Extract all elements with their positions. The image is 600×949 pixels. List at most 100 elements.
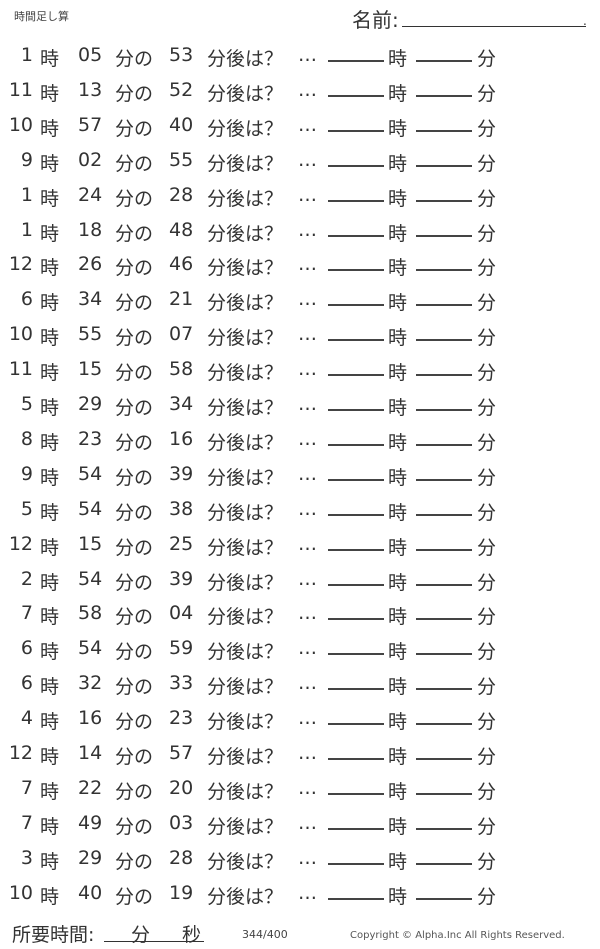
added-minutes: 39 (169, 567, 194, 590)
added-minutes: 03 (169, 811, 194, 834)
start-minute: 54 (78, 462, 103, 485)
added-minutes: 58 (169, 358, 194, 381)
start-minute: 15 (78, 532, 103, 555)
added-minutes: 16 (169, 427, 194, 450)
answer-minute-label: 分 (477, 815, 497, 838)
added-minutes: 34 (169, 393, 194, 415)
answer-hour-field[interactable] (328, 60, 384, 62)
minute-of-label: 分の (115, 571, 154, 594)
answer-minute-field[interactable] (416, 199, 472, 202)
answer-hour-field[interactable] (328, 583, 384, 586)
answer-minute-field[interactable] (416, 897, 472, 900)
start-minute: 14 (78, 742, 103, 764)
answer-hour-field[interactable] (328, 792, 384, 795)
answer-minute-field[interactable] (416, 827, 472, 830)
answer-hour-label: 時 (388, 780, 408, 803)
answer-minute-field[interactable] (416, 862, 472, 865)
answer-hour-field[interactable] (328, 234, 384, 237)
answer-minute-field[interactable] (416, 688, 472, 691)
answer-minute-field[interactable] (416, 409, 472, 411)
start-minute: 29 (78, 393, 103, 415)
answer-hour-label: 時 (388, 641, 408, 664)
problem-row: 7 時 22 分の 20 分後は？… 時分 (0, 777, 600, 807)
answer-minute-field[interactable] (416, 478, 472, 481)
answer-hour-field[interactable] (328, 199, 384, 202)
answer-minute-field[interactable] (416, 618, 472, 621)
answer-hour-field[interactable] (328, 548, 384, 551)
ellipsis: … (298, 637, 317, 660)
answer-hour-field[interactable] (328, 129, 384, 132)
minute-of-label: 分の (115, 466, 154, 489)
after-label: 分後は？ (207, 82, 284, 105)
answer-minute-field[interactable] (416, 60, 472, 62)
after-label: 分後は？ (207, 431, 284, 454)
start-hour: 7 (20, 602, 33, 625)
answer-hour-field[interactable] (328, 164, 384, 167)
answer-minute-field[interactable] (416, 374, 472, 377)
hour-label: 時 (40, 571, 60, 594)
minute-of-label: 分の (115, 780, 154, 803)
minute-of-label: 分の (115, 362, 154, 385)
ellipsis: … (298, 44, 317, 66)
answer-hour-field[interactable] (328, 688, 384, 691)
problem-row: 7 時 58 分の 04 分後は？… 時分 (0, 602, 600, 632)
answer-minute-field[interactable] (416, 269, 472, 272)
answer-minute-field[interactable] (416, 583, 472, 586)
answer-minute-field[interactable] (416, 548, 472, 551)
name-field[interactable] (402, 26, 586, 27)
start-minute: 29 (78, 846, 103, 869)
added-minutes: 40 (169, 113, 194, 136)
answer-hour-field[interactable] (328, 94, 384, 97)
ellipsis: … (298, 113, 317, 136)
elapsed-field[interactable] (104, 941, 204, 942)
answer-hour-label: 時 (388, 222, 408, 245)
minute-of-label: 分の (115, 641, 154, 664)
answer-minute-field[interactable] (416, 758, 472, 760)
hour-label: 時 (40, 711, 60, 734)
answer-minute-field[interactable] (416, 94, 472, 97)
answer-minute-field[interactable] (416, 164, 472, 167)
answer-minute-label: 分 (477, 780, 497, 803)
added-minutes: 57 (169, 742, 194, 764)
answer-minute-field[interactable] (416, 129, 472, 132)
answer-hour-field[interactable] (328, 653, 384, 656)
answer-hour-field[interactable] (328, 304, 384, 307)
answer-minute-field[interactable] (416, 339, 472, 342)
answer-hour-field[interactable] (328, 513, 384, 516)
answer-minute-field[interactable] (416, 653, 472, 656)
answer-minute-field[interactable] (416, 443, 472, 446)
answer-hour-field[interactable] (328, 269, 384, 272)
answer-hour-field[interactable] (328, 478, 384, 481)
answer-minute-field[interactable] (416, 513, 472, 516)
answer-hour-field[interactable] (328, 827, 384, 830)
answer-hour-field[interactable] (328, 339, 384, 342)
answer-hour-field[interactable] (328, 409, 384, 411)
answer-hour-field[interactable] (328, 862, 384, 865)
minute-of-label: 分の (115, 501, 154, 524)
answer-minute-field[interactable] (416, 234, 472, 237)
ellipsis: … (298, 846, 317, 869)
answer-minute-field[interactable] (416, 304, 472, 307)
answer-minute-label: 分 (477, 152, 497, 175)
problem-row: 6 時 32 分の 33 分後は？… 時分 (0, 672, 600, 702)
minute-of-label: 分の (115, 187, 154, 210)
answer-minute-field[interactable] (416, 792, 472, 795)
ellipsis: … (298, 148, 317, 171)
answer-hour-label: 時 (388, 466, 408, 489)
ellipsis: … (298, 497, 317, 520)
start-hour: 1 (20, 218, 33, 241)
answer-hour-field[interactable] (328, 443, 384, 446)
answer-minute-label: 分 (477, 327, 497, 350)
ellipsis: … (298, 742, 317, 764)
problem-row: 11 時 15 分の 58 分後は？ … 時 分 (0, 358, 600, 388)
answer-minute-label: 分 (477, 606, 497, 629)
answer-hour-field[interactable] (328, 374, 384, 377)
answer-hour-field[interactable] (328, 897, 384, 900)
elapsed-minutes-label: 分 (131, 924, 151, 946)
answer-hour-field[interactable] (328, 618, 384, 621)
hour-label: 時 (40, 152, 60, 175)
answer-minute-field[interactable] (416, 723, 472, 726)
answer-hour-field[interactable] (328, 723, 384, 726)
answer-minute-label: 分 (477, 536, 497, 559)
answer-hour-field[interactable] (328, 758, 384, 760)
